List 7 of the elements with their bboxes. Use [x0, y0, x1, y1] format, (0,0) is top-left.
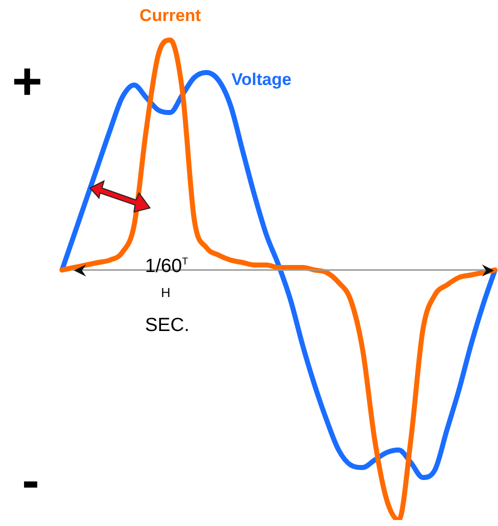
annotation: 1/60$^{T}$: [145, 256, 188, 277]
series-label: Voltage: [231, 70, 292, 90]
text: +: [12, 53, 42, 111]
series-label: Current: [140, 6, 202, 26]
annotation: SEC.: [145, 315, 190, 336]
annotation: H: [161, 285, 170, 300]
text: -: [22, 452, 40, 510]
